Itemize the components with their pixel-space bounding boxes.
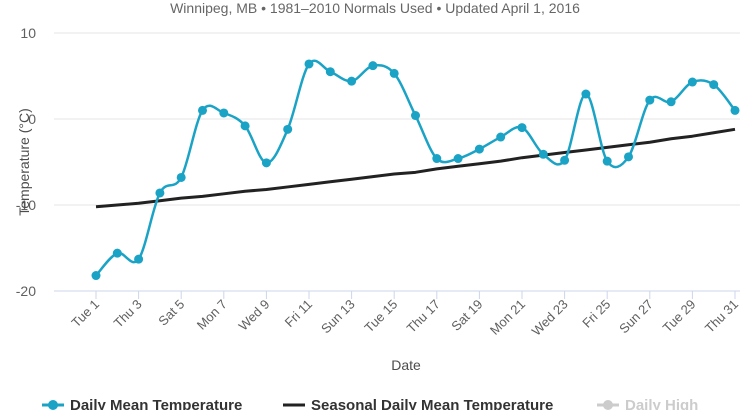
x-tick-label: Wed 23	[529, 297, 571, 339]
x-tick-label: Thu 17	[404, 297, 443, 336]
legend-marker-daily-high	[603, 400, 613, 410]
x-axis-title: Date	[391, 357, 421, 373]
x-tick-label: Mon 7	[194, 297, 230, 333]
y-tick-label: 0	[28, 111, 36, 127]
data-point-daily-mean	[91, 271, 101, 281]
legend-marker-daily-mean	[48, 400, 58, 410]
x-tick-label: Fri 11	[282, 297, 315, 330]
data-point-daily-mean	[602, 156, 612, 166]
legend-item-daily-mean[interactable]: Daily Mean Temperature	[42, 397, 242, 410]
data-point-daily-mean	[304, 59, 314, 69]
x-tick-label: Sat 5	[155, 297, 187, 329]
series-line-seasonal-mean	[95, 127, 736, 209]
x-tick-label: Tue 1	[68, 297, 102, 331]
data-point-daily-mean	[219, 108, 229, 118]
x-tick-label: Fri 25	[579, 297, 613, 331]
data-point-daily-mean	[283, 124, 293, 134]
data-point-daily-mean	[709, 80, 719, 90]
x-tick-label: Thu 31	[702, 297, 741, 336]
x-tick-label: Tue 29	[660, 297, 699, 336]
data-point-daily-mean	[687, 77, 697, 87]
y-tick-label: -20	[16, 283, 36, 299]
data-point-daily-mean	[666, 97, 676, 107]
data-point-daily-mean	[538, 149, 548, 159]
legend-item-daily-high[interactable]: Daily High	[597, 397, 698, 410]
y-tick-label: -10	[16, 197, 36, 213]
data-point-daily-mean	[496, 132, 506, 142]
data-point-daily-mean	[261, 158, 271, 168]
x-tick-label: Sun 27	[616, 297, 656, 337]
y-axis-ticks: 10 0 -10 -20	[16, 25, 36, 299]
data-point-daily-mean	[176, 172, 186, 182]
data-point-daily-mean	[347, 76, 357, 86]
legend-label-daily-high: Daily High	[625, 397, 698, 410]
x-tick-label: Wed 9	[236, 297, 273, 334]
gridlines	[54, 32, 740, 206]
x-tick-label: Tue 15	[361, 297, 400, 336]
data-point-daily-mean	[198, 105, 207, 115]
data-point-daily-mean	[581, 89, 591, 99]
legend: Daily Mean Temperature Seasonal Daily Me…	[42, 397, 698, 410]
data-point-daily-mean	[134, 254, 144, 264]
chart-subtitle: Winnipeg, MB • 1981–2010 Normals Used • …	[170, 0, 580, 16]
series-layer	[91, 59, 740, 281]
data-point-daily-mean	[517, 123, 527, 133]
data-point-daily-mean	[624, 152, 633, 162]
series-line-daily-mean	[95, 59, 736, 277]
legend-label-daily-mean: Daily Mean Temperature	[70, 397, 242, 410]
x-tick-label: Thu 3	[111, 297, 145, 331]
x-tick-label: Sun 13	[318, 297, 358, 337]
data-point-daily-mean	[560, 155, 570, 165]
data-point-daily-mean	[112, 248, 122, 258]
data-point-daily-mean	[325, 67, 335, 77]
data-point-daily-mean	[155, 188, 165, 198]
data-point-daily-mean	[368, 61, 378, 71]
data-point-daily-mean	[389, 68, 399, 78]
y-axis-title: Temperature (°C)	[16, 108, 32, 216]
data-point-daily-mean	[432, 154, 442, 164]
data-point-daily-mean	[240, 121, 250, 131]
y-tick-label: 10	[20, 25, 36, 41]
data-point-daily-mean	[453, 154, 463, 164]
x-tick-label: Mon 21	[487, 297, 528, 338]
data-point-daily-mean	[411, 111, 420, 121]
legend-item-seasonal-mean[interactable]: Seasonal Daily Mean Temperature	[283, 397, 553, 410]
data-point-daily-mean	[474, 144, 484, 154]
legend-label-seasonal-mean: Seasonal Daily Mean Temperature	[311, 397, 553, 410]
x-axis-ticks: Tue 1 Thu 3 Sat 5 Mon 7 Wed 9 Fri 11 Sun 13 Tue…	[68, 291, 741, 339]
x-tick-label: Sat 19	[448, 297, 485, 334]
data-point-daily-mean	[730, 105, 740, 115]
data-point-daily-mean	[645, 95, 655, 105]
